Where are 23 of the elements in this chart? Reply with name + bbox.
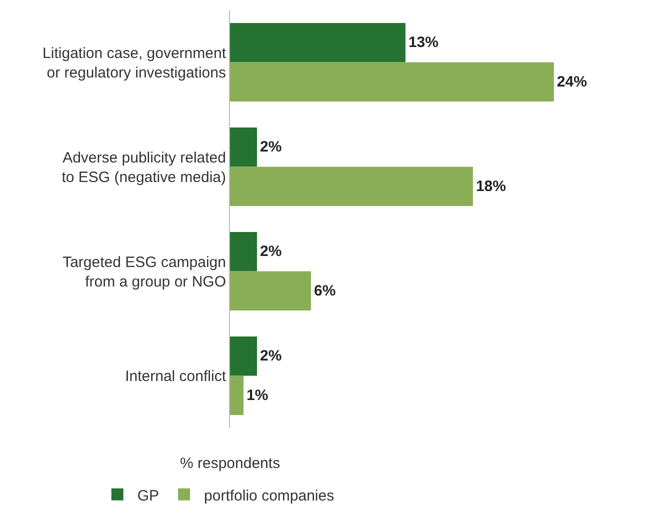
y-tick-label: Litigation case, government or regulatory investigations — [42, 44, 227, 82]
y-tick-label: Targeted ESG campaign from a group or NGO — [62, 254, 226, 290]
data-label: 2% — [260, 138, 282, 156]
data-label: 18% — [476, 178, 506, 195]
y-tick-label: Internal conflict — [125, 368, 227, 385]
bar — [230, 271, 311, 310]
legend-label: GP — [137, 487, 160, 504]
bar — [230, 62, 554, 102]
bar — [230, 128, 257, 167]
data-label: 2% — [260, 243, 282, 260]
x-axis-title: % respondents — [180, 455, 280, 472]
data-label: 6% — [314, 282, 336, 300]
bar — [230, 376, 244, 415]
bar — [230, 336, 257, 376]
bar — [230, 166, 473, 206]
data-label: 24% — [556, 73, 587, 90]
bar — [230, 232, 257, 272]
legend-label: portfolio companies — [204, 487, 334, 504]
data-label: 1% — [246, 386, 268, 404]
y-tick-label: Adverse publicity related to ESG (negative media) — [62, 149, 226, 186]
data-label: 2% — [260, 348, 282, 365]
bar — [230, 23, 406, 62]
data-label: 13% — [408, 34, 438, 52]
